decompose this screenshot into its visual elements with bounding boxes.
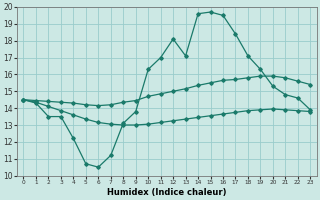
X-axis label: Humidex (Indice chaleur): Humidex (Indice chaleur) [107, 188, 227, 197]
